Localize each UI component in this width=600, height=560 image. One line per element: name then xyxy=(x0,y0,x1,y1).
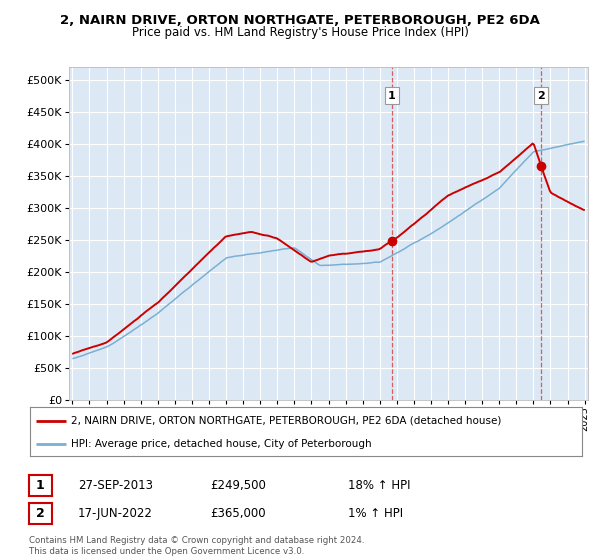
Text: 2: 2 xyxy=(538,91,545,101)
Text: 2, NAIRN DRIVE, ORTON NORTHGATE, PETERBOROUGH, PE2 6DA (detached house): 2, NAIRN DRIVE, ORTON NORTHGATE, PETERBO… xyxy=(71,416,502,426)
Text: £249,500: £249,500 xyxy=(210,479,266,492)
Text: 1: 1 xyxy=(36,479,44,492)
Text: 1: 1 xyxy=(388,91,395,101)
Text: Contains HM Land Registry data © Crown copyright and database right 2024.
This d: Contains HM Land Registry data © Crown c… xyxy=(29,536,364,556)
Text: £365,000: £365,000 xyxy=(210,507,266,520)
Text: 2, NAIRN DRIVE, ORTON NORTHGATE, PETERBOROUGH, PE2 6DA: 2, NAIRN DRIVE, ORTON NORTHGATE, PETERBO… xyxy=(60,14,540,27)
Text: 17-JUN-2022: 17-JUN-2022 xyxy=(78,507,153,520)
Text: 1% ↑ HPI: 1% ↑ HPI xyxy=(348,507,403,520)
Text: 2: 2 xyxy=(36,507,44,520)
Text: HPI: Average price, detached house, City of Peterborough: HPI: Average price, detached house, City… xyxy=(71,439,372,449)
Text: Price paid vs. HM Land Registry's House Price Index (HPI): Price paid vs. HM Land Registry's House … xyxy=(131,26,469,39)
Text: 18% ↑ HPI: 18% ↑ HPI xyxy=(348,479,410,492)
Text: 27-SEP-2013: 27-SEP-2013 xyxy=(78,479,153,492)
